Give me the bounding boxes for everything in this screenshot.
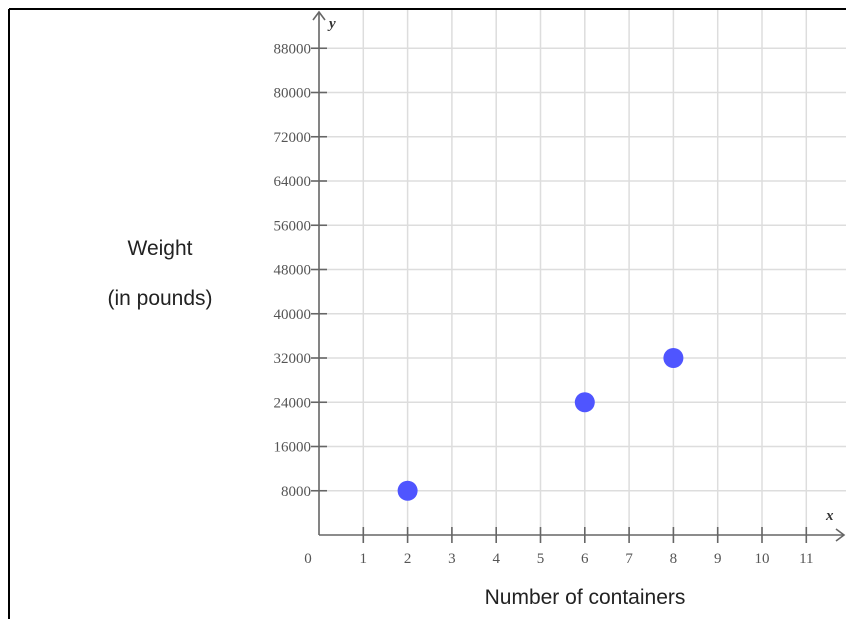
y-tick-label-56000: 56000	[274, 218, 312, 234]
data-point-2	[574, 392, 595, 413]
grid-lines	[319, 10, 846, 535]
x-tick-label-11: 11	[799, 551, 813, 567]
y-tick-label-88000: 88000	[274, 41, 312, 57]
y-tick-label-24000: 24000	[274, 395, 312, 411]
x-tick-label-10: 10	[755, 551, 770, 567]
y-tick-label-40000: 40000	[274, 307, 312, 323]
data-point-1	[397, 480, 418, 501]
x-axis-label: Number of containers	[484, 586, 686, 609]
x-tick-label-6: 6	[581, 551, 589, 567]
x-tick-label-9: 9	[714, 551, 722, 567]
x-tick-label-7: 7	[625, 551, 633, 567]
y-tick-label-16000: 16000	[274, 440, 312, 456]
y-tick-label-32000: 32000	[274, 351, 312, 367]
x-tick-label-8: 8	[670, 551, 678, 567]
y-axis-label-line2: (in pounds)	[107, 287, 213, 310]
x-tick-label-4: 4	[492, 551, 500, 567]
y-tick-label-72000: 72000	[274, 130, 312, 146]
y-axis-name: y	[327, 16, 336, 32]
axes: yx	[312, 10, 846, 542]
x-tick-label-1: 1	[360, 551, 368, 567]
x-axis-name: x	[825, 508, 834, 524]
data-points	[397, 348, 684, 501]
y-tick-label-80000: 80000	[274, 86, 312, 102]
x-tick-label-2: 2	[404, 551, 412, 567]
data-point-3	[663, 348, 684, 368]
x-axis-arrow	[835, 528, 846, 542]
y-tick-label-48000: 48000	[274, 263, 312, 279]
x-tick-label-5: 5	[537, 551, 545, 567]
y-tick-label-64000: 64000	[274, 174, 312, 190]
y-tick-label-8000: 8000	[281, 484, 311, 500]
x-tick-label-0: 0	[304, 551, 312, 567]
y-axis-label-line1: Weight	[127, 237, 193, 260]
tick-labels: 0 1 2 3 4 5 6 7 8 9 10 11 8000 16000 24000 32000 40000 48…	[274, 41, 814, 567]
y-axis-arrow	[312, 10, 326, 21]
x-tick-label-3: 3	[448, 551, 456, 567]
